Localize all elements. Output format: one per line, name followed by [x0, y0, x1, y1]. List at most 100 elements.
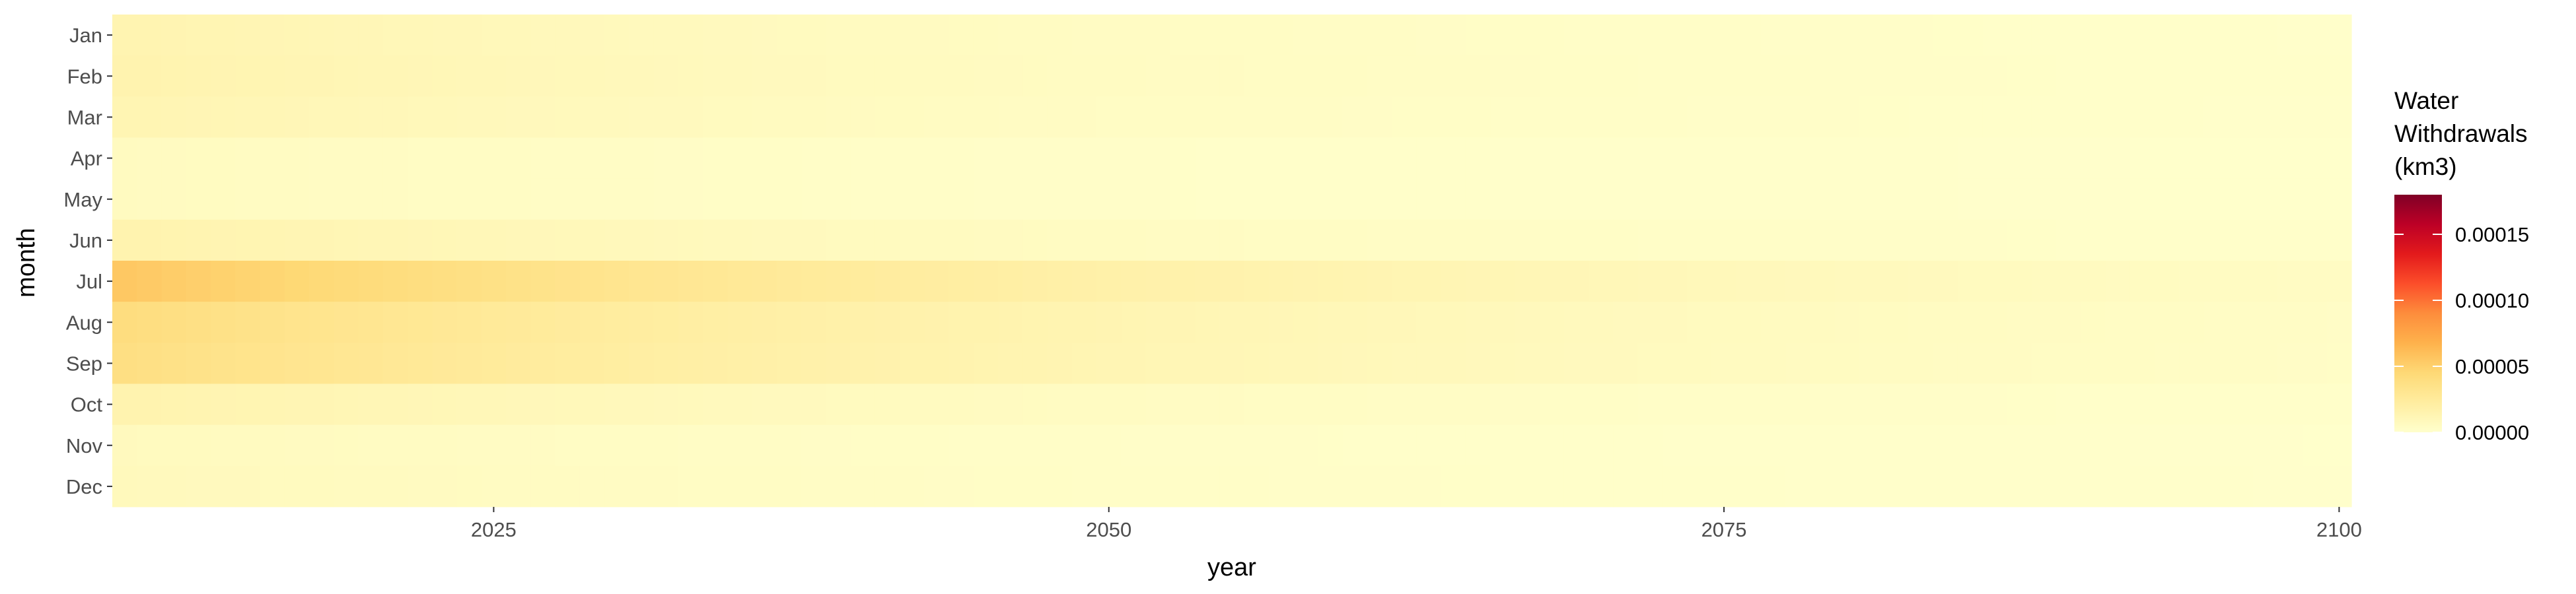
- heatmap-cell: [973, 383, 999, 426]
- heatmap-cell: [555, 219, 581, 261]
- heatmap-cell: [998, 465, 1023, 508]
- heatmap-cell: [555, 302, 581, 343]
- heatmap-cell: [481, 302, 507, 343]
- heatmap-cell: [998, 55, 1023, 97]
- heatmap-cell: [432, 178, 458, 220]
- heatmap-cell: [555, 343, 581, 384]
- heatmap-cell: [1145, 261, 1171, 302]
- heatmap-cell: [1121, 219, 1147, 261]
- heatmap-cell: [1071, 343, 1097, 384]
- heatmap-cell: [2302, 465, 2328, 508]
- heatmap-cell: [284, 261, 310, 302]
- heatmap-cell: [1342, 302, 1368, 343]
- heatmap-cell: [1687, 383, 1713, 426]
- heatmap-cell: [826, 15, 851, 56]
- heatmap-cell: [1195, 261, 1220, 302]
- heatmap-cell: [432, 343, 458, 384]
- heatmap-cell: [2129, 15, 2155, 56]
- heatmap-cell: [900, 137, 925, 180]
- heatmap-cell: [727, 424, 753, 467]
- x-tick-label: 2025: [471, 518, 517, 541]
- heatmap-cell: [973, 137, 999, 180]
- heatmap-cell: [2129, 55, 2155, 97]
- heatmap-cell: [260, 424, 285, 467]
- heatmap-cell: [2056, 424, 2081, 467]
- heatmap-cell: [137, 465, 162, 508]
- heatmap-cell: [1834, 302, 1860, 343]
- heatmap-cell: [1416, 465, 1442, 508]
- heatmap-cell: [1933, 137, 1958, 180]
- heatmap-cell: [555, 96, 581, 138]
- x-tick-label: 2075: [1701, 518, 1747, 541]
- heatmap-cell: [1736, 343, 1762, 384]
- heatmap-cell: [1219, 137, 1245, 180]
- heatmap-cell: [1884, 55, 1910, 97]
- heatmap-cell: [186, 465, 211, 508]
- heatmap-cell: [161, 219, 187, 261]
- heatmap-cell: [284, 137, 310, 180]
- heatmap-cell: [1096, 137, 1122, 180]
- heatmap-cell: [358, 465, 384, 508]
- heatmap-cell: [1810, 465, 1836, 508]
- heatmap-cell: [1096, 424, 1122, 467]
- heatmap-cell: [481, 178, 507, 220]
- heatmap-cell: [1195, 219, 1220, 261]
- heatmap-cell: [382, 302, 408, 343]
- heatmap-cell: [875, 424, 900, 467]
- heatmap-cell: [382, 178, 408, 220]
- heatmap-cell: [1318, 178, 1343, 220]
- heatmap-cell: [653, 96, 679, 138]
- heatmap-cell: [900, 302, 925, 343]
- heatmap-cell: [604, 261, 629, 302]
- heatmap-cell: [1834, 137, 1860, 180]
- heatmap-cell: [408, 302, 433, 343]
- heatmap-cell: [137, 302, 162, 343]
- heatmap-cell: [2081, 96, 2106, 138]
- heatmap-cell: [2326, 137, 2352, 180]
- heatmap-cell: [973, 15, 999, 56]
- heatmap-cell: [1441, 424, 1466, 467]
- heatmap-cell: [1736, 55, 1762, 97]
- heatmap-cell: [2129, 424, 2155, 467]
- heatmap-cell: [235, 343, 261, 384]
- heatmap-cell: [358, 424, 384, 467]
- heatmap-cell: [1047, 219, 1073, 261]
- heatmap-cell: [752, 302, 777, 343]
- heatmap-cell: [2056, 465, 2081, 508]
- heatmap-cell: [137, 137, 162, 180]
- heatmap-cell: [629, 55, 655, 97]
- heatmap-cell: [924, 261, 950, 302]
- heatmap-cell: [309, 219, 334, 261]
- heatmap-cell: [186, 96, 211, 138]
- legend-label: 0.00005: [2455, 355, 2529, 378]
- heatmap-cell: [2056, 343, 2081, 384]
- heatmap-cell: [2007, 383, 2032, 426]
- heatmap-cell: [284, 383, 310, 426]
- heatmap-cell: [1465, 137, 1491, 180]
- heatmap-cell: [850, 424, 876, 467]
- heatmap-cell: [1736, 261, 1762, 302]
- heatmap-cell: [826, 261, 851, 302]
- heatmap-cell: [1736, 96, 1762, 138]
- heatmap-cell: [1563, 383, 1589, 426]
- heatmap-cell: [2105, 465, 2131, 508]
- heatmap-cell: [604, 424, 629, 467]
- heatmap-cell: [309, 302, 334, 343]
- heatmap-cell: [432, 383, 458, 426]
- heatmap-cell: [1416, 137, 1442, 180]
- heatmap-cell: [1293, 424, 1318, 467]
- heatmap-cell: [1589, 219, 1614, 261]
- heatmap-cell: [456, 261, 482, 302]
- heatmap-cell: [2154, 424, 2180, 467]
- heatmap-cell: [555, 383, 581, 426]
- heatmap-cell: [604, 383, 629, 426]
- heatmap-cell: [1957, 55, 1983, 97]
- heatmap-cell: [1662, 55, 1688, 97]
- heatmap-cell: [678, 424, 703, 467]
- heatmap-cell: [629, 96, 655, 138]
- heatmap-cell: [1145, 302, 1171, 343]
- heatmap-cell: [1022, 465, 1048, 508]
- heatmap-cell: [2105, 96, 2131, 138]
- x-tick-label: 2050: [1086, 518, 1131, 541]
- heatmap-cell: [924, 343, 950, 384]
